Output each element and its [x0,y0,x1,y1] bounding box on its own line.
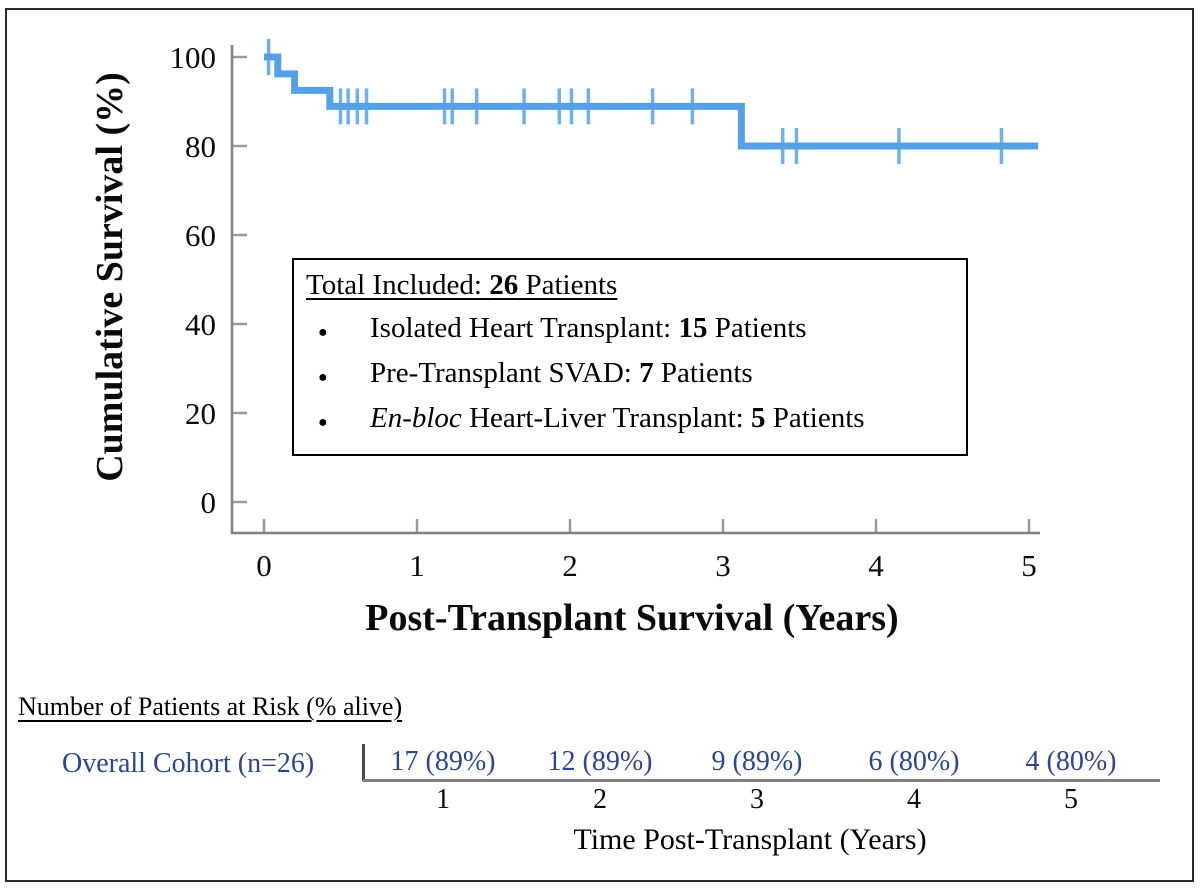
bullet-icon: ● [318,324,328,341]
legend-item-heart-liver: ● En-bloc Heart-Liver Transplant: 5 Patie… [318,396,966,441]
survival-curve [264,53,1039,150]
legend-item-suffix: Patients [765,402,865,434]
risk-value: 6 (80%) [868,746,960,777]
legend-item-svad: ● Pre-Transplant SVAD: 7 Patients [318,351,966,396]
y-tick-label: 80 [185,129,216,164]
x-tick-label: 1 [409,548,425,583]
risk-value: 4 (80%) [1025,746,1117,777]
risk-axis-title: Time Post-Transplant (Years) [573,823,927,856]
x-axis-title: Post-Transplant Survival (Years) [365,597,898,639]
x-tick-label: 5 [1021,548,1037,583]
legend-item-text: Isolated Heart Transplant: 15 Patients [370,306,807,351]
x-tick-label: 2 [562,548,578,583]
bullet-icon: ● [318,414,328,431]
risk-divider-line [362,744,365,781]
bullet-icon: ● [318,369,328,386]
legend-item-count: 15 [678,312,708,344]
risk-axis-line [363,779,1160,782]
legend-item-label: Isolated Heart Transplant: [370,312,679,344]
x-tick-label: 3 [715,548,731,583]
legend-item-count: 7 [639,357,654,389]
y-tick-label: 20 [185,396,216,431]
legend-title-suffix: Patients [518,269,618,301]
risk-time-tick-label: 5 [1064,784,1078,815]
legend-title-count: 26 [489,269,519,301]
y-tick-label: 40 [185,307,216,342]
km-chart: 0 20 40 60 80 100 0 1 2 3 4 5 Cumulative Survival (%… [89,39,1040,639]
risk-value: 17 (89%) [390,746,496,777]
risk-row-label: Overall Cohort (n=26) [62,748,315,779]
legend-box: Total Included: 26 Patients ● Isolated He… [292,258,968,456]
legend-item-label: Heart-Liver Transplant: [461,402,751,434]
risk-value: 12 (89%) [547,746,653,777]
legend-item-suffix: Patients [653,357,753,389]
risk-time-tick-label: 4 [907,784,921,815]
risk-time-tick-label: 3 [750,784,764,815]
legend-item-label: Pre-Transplant SVAD: [370,357,640,389]
risk-time-tick-label: 1 [436,784,450,815]
y-tick-label: 60 [185,218,216,253]
legend-item-suffix: Patients [707,312,807,344]
y-tick-label: 0 [201,485,217,520]
legend-title: Total Included: 26 Patients [306,269,966,302]
legend-item-text: Pre-Transplant SVAD: 7 Patients [370,351,753,396]
y-tick-label: 100 [170,40,217,75]
legend-item-count: 5 [750,402,766,434]
x-tick-label: 4 [868,548,884,583]
legend-item-italic: En-bloc [370,402,462,434]
risk-time-tick-label: 2 [593,784,607,815]
risk-table-heading: Number of Patients at Risk (% alive) [18,692,403,721]
legend-item-text: En-bloc Heart-Liver Transplant: 5 Patien… [370,396,865,441]
legend-item-isolated-heart: ● Isolated Heart Transplant: 15 Patients [318,306,966,351]
risk-value: 9 (89%) [711,746,803,777]
y-axis-title: Cumulative Survival (%) [89,72,131,482]
legend-title-text: Total Included: [306,269,490,301]
x-tick-label: 0 [256,548,272,583]
